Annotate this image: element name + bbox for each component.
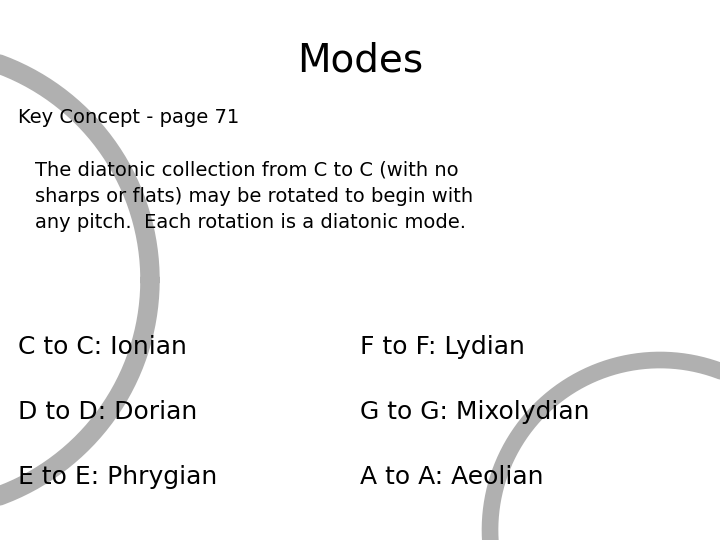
- Text: D to D: Dorian: D to D: Dorian: [18, 400, 197, 424]
- Text: Modes: Modes: [297, 42, 423, 80]
- Text: The diatonic collection from C to C (with no
sharps or flats) may be rotated to : The diatonic collection from C to C (wit…: [35, 160, 473, 232]
- Text: E to E: Phrygian: E to E: Phrygian: [18, 465, 217, 489]
- Text: C to C: Ionian: C to C: Ionian: [18, 335, 187, 359]
- Text: Key Concept - page 71: Key Concept - page 71: [18, 108, 239, 127]
- Text: F to F: Lydian: F to F: Lydian: [360, 335, 525, 359]
- Text: G to G: Mixolydian: G to G: Mixolydian: [360, 400, 590, 424]
- Text: A to A: Aeolian: A to A: Aeolian: [360, 465, 544, 489]
